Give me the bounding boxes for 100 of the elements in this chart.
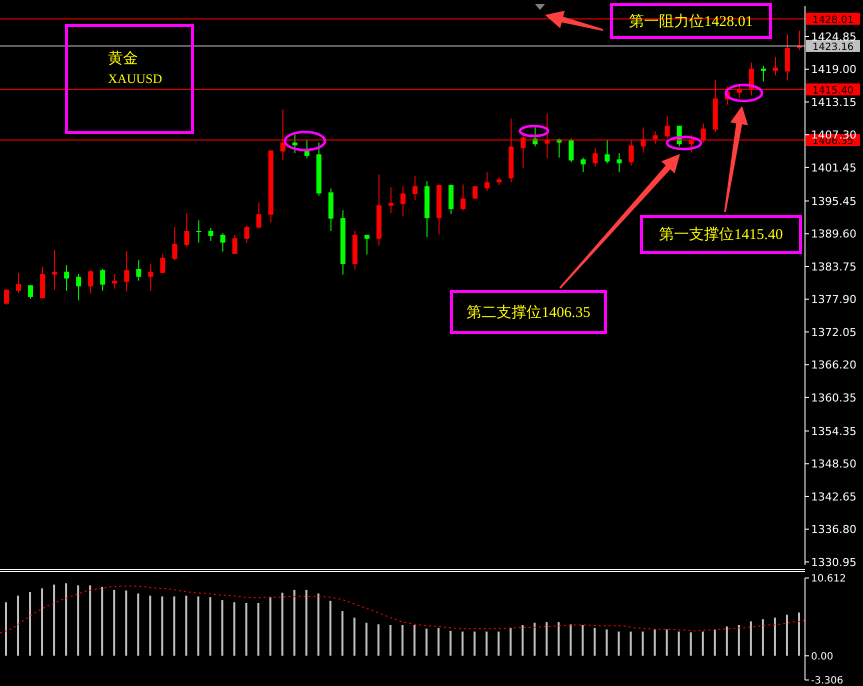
candlestick bbox=[364, 234, 370, 255]
bar bbox=[462, 632, 464, 656]
bar bbox=[377, 624, 380, 656]
text-box: 黄金 XAUUSD bbox=[65, 24, 194, 134]
annotation: 第二支撑位1406.35 bbox=[466, 304, 590, 322]
bar bbox=[305, 590, 308, 656]
bar bbox=[762, 619, 764, 656]
y-tick-label: 1372.05 bbox=[811, 326, 856, 339]
candlestick bbox=[772, 56, 778, 76]
ref-line-label: 1415.40 bbox=[812, 85, 854, 96]
bar bbox=[293, 590, 296, 656]
bar bbox=[341, 611, 344, 656]
annotation: 黄金 bbox=[108, 50, 138, 68]
candlestick bbox=[76, 274, 82, 301]
bar bbox=[29, 592, 32, 656]
candlestick bbox=[220, 232, 226, 252]
y-tick-label: 1366.20 bbox=[811, 358, 856, 372]
bar bbox=[101, 586, 104, 656]
y-tick-label: 1336.80 bbox=[811, 523, 856, 536]
bar bbox=[798, 612, 800, 656]
y-tick-label: 1360.35 bbox=[811, 391, 856, 404]
bar bbox=[450, 630, 452, 656]
annotation: XAUUSD bbox=[108, 71, 162, 87]
bar bbox=[714, 629, 716, 656]
candlestick bbox=[580, 157, 586, 173]
bar bbox=[209, 597, 212, 656]
candlestick bbox=[16, 272, 22, 294]
candlestick bbox=[100, 268, 106, 292]
bar bbox=[594, 628, 596, 656]
candlestick bbox=[568, 138, 574, 163]
candlestick bbox=[784, 34, 790, 81]
candlestick bbox=[232, 234, 238, 254]
candlestick bbox=[148, 263, 154, 292]
bar bbox=[438, 628, 440, 656]
bar bbox=[786, 614, 788, 656]
y-tick-label: -3.306 bbox=[811, 676, 844, 686]
candlestick bbox=[592, 148, 598, 168]
candlestick bbox=[460, 184, 466, 211]
bar bbox=[281, 592, 284, 656]
candlestick bbox=[388, 186, 394, 214]
y-tick-label: 1348.50 bbox=[811, 458, 856, 471]
bar bbox=[606, 629, 608, 656]
y-tick-label: 1354.35 bbox=[811, 424, 856, 438]
candlestick bbox=[616, 152, 622, 173]
y-tick-label: 1395.45 bbox=[811, 194, 856, 208]
bar bbox=[389, 624, 392, 656]
candlestick bbox=[160, 253, 166, 274]
candlestick bbox=[256, 202, 262, 230]
bar bbox=[53, 584, 56, 656]
y-tick-label: 1330.95 bbox=[811, 556, 856, 569]
bar bbox=[486, 632, 488, 656]
y-tick-label: 1389.60 bbox=[811, 228, 856, 241]
bar bbox=[426, 628, 428, 656]
bar bbox=[17, 596, 20, 656]
bar bbox=[353, 618, 356, 656]
bar bbox=[474, 632, 476, 656]
bar bbox=[5, 602, 7, 656]
bar bbox=[245, 603, 248, 656]
y-tick-label: 1342.65 bbox=[811, 490, 856, 504]
bar bbox=[750, 621, 752, 656]
candlestick bbox=[484, 172, 490, 192]
bar bbox=[173, 596, 176, 656]
candlestick bbox=[172, 226, 178, 262]
y-tick-label: 1383.75 bbox=[811, 260, 856, 274]
bar bbox=[77, 585, 80, 656]
candlestick bbox=[292, 134, 298, 154]
candlestick bbox=[196, 220, 202, 244]
ref-line-label: 1423.16 bbox=[812, 42, 854, 53]
bar bbox=[221, 600, 224, 656]
ref-line-label: 1428.01 bbox=[812, 14, 854, 26]
bar bbox=[365, 622, 368, 656]
candlestick bbox=[124, 250, 130, 292]
bar bbox=[702, 632, 704, 656]
y-tick-label: 1401.45 bbox=[811, 161, 856, 174]
bar bbox=[149, 596, 152, 656]
candlestick bbox=[208, 228, 214, 242]
bar bbox=[269, 597, 272, 656]
bar bbox=[41, 588, 44, 656]
bar bbox=[678, 632, 680, 656]
bar bbox=[726, 626, 728, 656]
bar bbox=[125, 590, 128, 656]
candlestick bbox=[28, 284, 34, 300]
bar bbox=[113, 590, 116, 656]
bar bbox=[89, 585, 92, 656]
candlestick bbox=[412, 176, 418, 201]
bar bbox=[401, 624, 404, 656]
bar bbox=[630, 632, 632, 656]
bar bbox=[582, 624, 584, 656]
bar bbox=[666, 629, 668, 656]
y-tick-label: 1377.90 bbox=[811, 293, 856, 306]
bar bbox=[498, 632, 500, 656]
bar bbox=[642, 632, 644, 656]
candlestick bbox=[64, 264, 70, 292]
candlestick bbox=[760, 65, 766, 82]
bar bbox=[257, 603, 260, 656]
bar bbox=[414, 624, 416, 656]
candlestick bbox=[244, 224, 250, 244]
bar bbox=[690, 632, 692, 656]
bar bbox=[570, 624, 572, 656]
bar bbox=[618, 632, 620, 656]
